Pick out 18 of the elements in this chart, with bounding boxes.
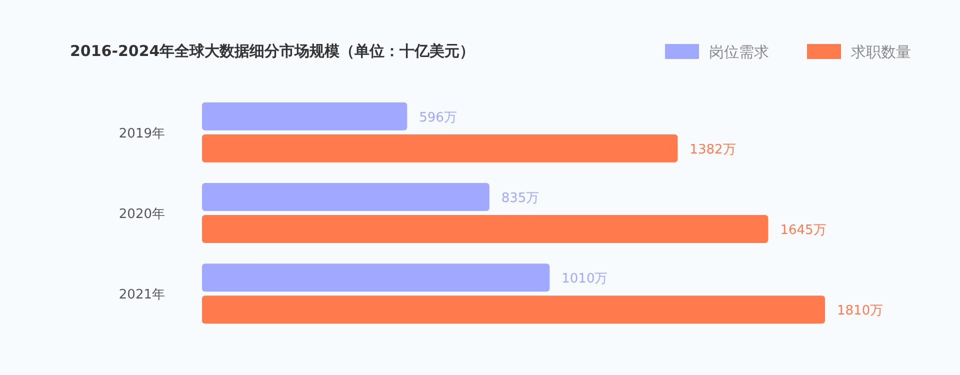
chart-title: 2016-2024年全球大数据细分市场规模（单位：十亿美元） [70, 42, 475, 60]
y-tick-label: 2021年 [118, 288, 165, 303]
data-label: 1645万 [780, 223, 826, 238]
bar [202, 215, 768, 243]
data-label: 1382万 [690, 142, 736, 158]
bar [202, 102, 408, 130]
bar [202, 134, 678, 162]
bar [202, 264, 550, 292]
data-label: 1810万 [837, 304, 884, 319]
legend-label: 岗位需求 [709, 43, 769, 61]
y-tick-label: 2020年 [118, 207, 165, 222]
legend-label: 求职数量 [851, 43, 911, 61]
bar [202, 183, 490, 211]
data-label: 596万 [419, 110, 457, 126]
data-label: 835万 [501, 191, 540, 206]
bar [202, 296, 825, 324]
data-label: 1010万 [562, 272, 608, 287]
y-tick-label: 2019年 [118, 126, 165, 142]
